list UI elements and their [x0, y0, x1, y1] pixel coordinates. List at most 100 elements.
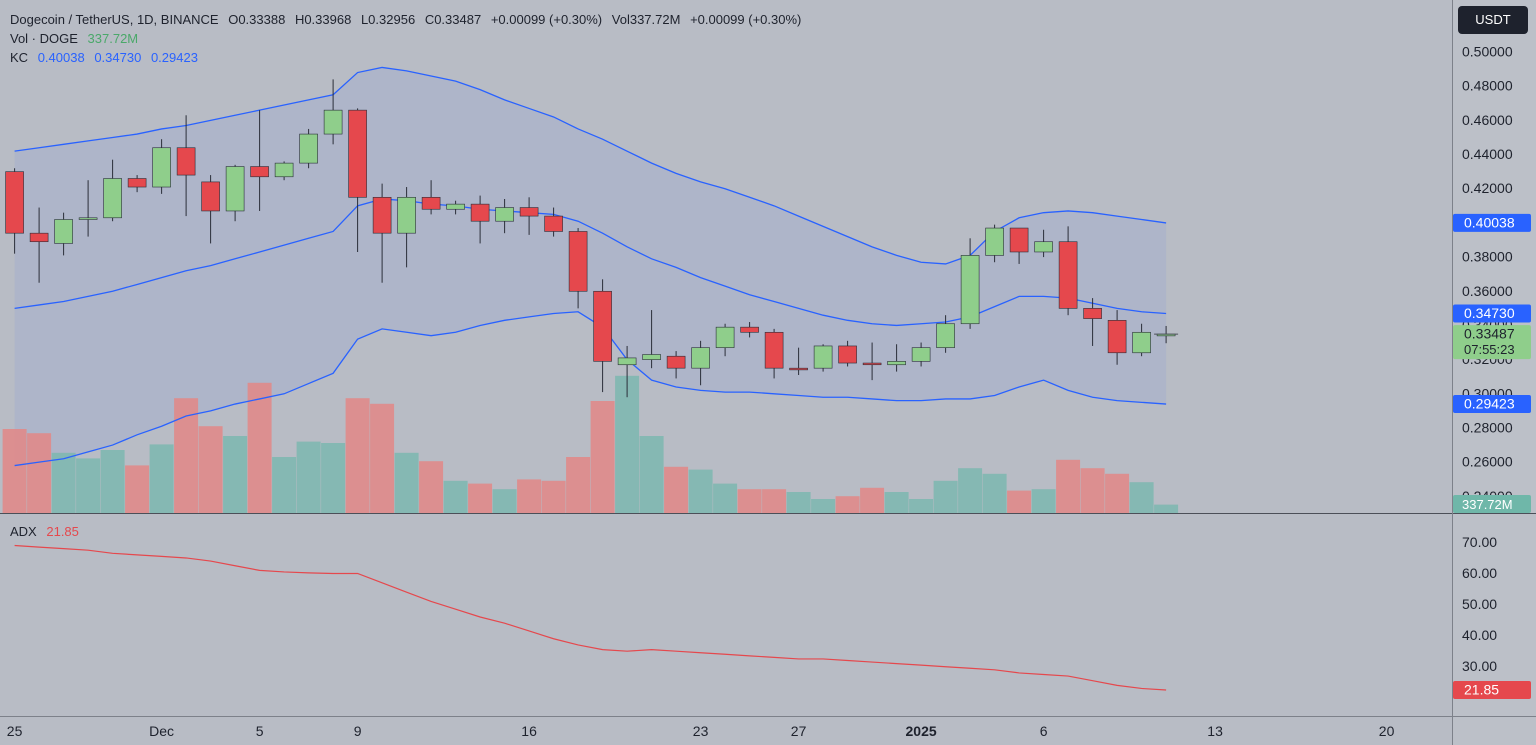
volume-bar	[590, 401, 615, 513]
candle	[617, 345, 637, 398]
candle	[225, 164, 245, 222]
volume-bar	[345, 398, 370, 513]
volume-bar	[149, 444, 174, 513]
volume-bar	[370, 403, 395, 513]
volume-bar	[419, 461, 444, 513]
volume-bar	[296, 441, 321, 513]
candle	[54, 212, 73, 256]
volume-bar	[909, 499, 934, 513]
volume-bar	[468, 483, 493, 513]
candle	[5, 168, 24, 254]
candle	[960, 238, 980, 329]
kc-lower-line	[14, 311, 1167, 467]
candle-body-up	[887, 361, 906, 366]
time-tick-label: 9	[354, 723, 362, 739]
volume-bar	[664, 466, 689, 513]
candle-body-up	[691, 347, 710, 369]
candle-body-down	[838, 345, 857, 364]
candle	[299, 128, 318, 169]
volume-legend[interactable]: Vol · DOGE 337.72M	[10, 31, 144, 46]
adx-tick-label: 50.00	[1462, 596, 1497, 612]
adx-value: 21.85	[46, 524, 79, 539]
candle	[470, 195, 490, 244]
time-tick-label: 25	[7, 723, 23, 739]
volume-change-value: +0.00099 (+0.30%)	[690, 12, 802, 27]
close-value: C0.33487	[424, 12, 482, 27]
volume-bar	[51, 452, 76, 513]
candle	[274, 161, 294, 181]
candle-body-down	[29, 232, 49, 243]
price-axis-background	[1452, 0, 1536, 745]
candle-body-down	[764, 331, 784, 369]
volume-bar	[1007, 490, 1032, 513]
candle	[323, 79, 343, 145]
ohlc-legend: Dogecoin / TetherUS, 1D, BINANCE O0.3338…	[10, 12, 807, 27]
candle	[789, 347, 808, 376]
volume-bar	[541, 480, 566, 513]
candle-body-down	[862, 362, 882, 366]
candle	[691, 340, 710, 386]
volume-bar	[394, 452, 419, 513]
price-tick-label: 0.44000	[1462, 146, 1513, 162]
candle-body-down	[568, 231, 588, 292]
candle-body-up	[1034, 241, 1053, 253]
volume-bar	[272, 457, 297, 513]
kc-channel-fill	[14, 67, 1167, 466]
candle	[936, 315, 955, 353]
time-tick-label: 5	[256, 723, 264, 739]
kc-middle-price-tag-bg	[1453, 304, 1531, 323]
candle-body-up	[617, 357, 637, 366]
candle	[103, 159, 122, 222]
candle-body-down	[1107, 320, 1127, 354]
price-tick-label: 0.38000	[1462, 249, 1513, 265]
candle-body-down	[250, 166, 269, 178]
candle	[250, 110, 269, 211]
candle	[642, 310, 661, 369]
volume-bar	[174, 398, 199, 513]
adx-tick-label: 70.00	[1462, 534, 1497, 550]
price-tick-label: 0.36000	[1462, 283, 1513, 299]
candle-body-down	[666, 355, 686, 369]
kc-lower-value: 0.29423	[150, 50, 198, 65]
volume-bar	[713, 483, 738, 513]
candle	[1009, 227, 1029, 264]
volume-bar	[835, 496, 860, 513]
kc-legend[interactable]: KC 0.40038 0.34730 0.29423	[10, 50, 204, 65]
volume-bar	[933, 480, 958, 513]
kc-label: KC	[10, 50, 29, 65]
time-tick-label: Dec	[149, 723, 174, 739]
candle-body-down	[1083, 308, 1102, 319]
candle-body-down	[470, 203, 490, 222]
volume-price-tag-bg	[1453, 495, 1531, 513]
change-value: +0.00099 (+0.30%)	[490, 12, 603, 27]
adx-line	[14, 544, 1167, 691]
volume-bar	[1031, 489, 1056, 513]
volume-bar	[688, 469, 713, 513]
candle	[176, 115, 196, 217]
currency-button[interactable]: USDT	[1458, 6, 1528, 34]
volume-bar	[982, 473, 1007, 513]
candle	[348, 108, 367, 252]
candle	[813, 344, 833, 372]
volume-bar	[27, 433, 52, 513]
time-tick-label: 23	[693, 723, 709, 739]
candle-body-down	[1009, 227, 1029, 253]
candle	[152, 139, 171, 194]
low-value: L0.32956	[360, 12, 416, 27]
candle-body-down	[176, 147, 196, 176]
candle-body-up	[446, 203, 465, 210]
volume-bar	[811, 499, 836, 513]
volume-bar	[639, 436, 664, 513]
volume-bar	[1129, 482, 1154, 513]
volume-bar	[1056, 459, 1081, 513]
candle-body-up	[323, 109, 343, 135]
kc-upper-price-tag-bg	[1453, 213, 1531, 232]
adx-legend[interactable]: ADX 21.85	[10, 524, 85, 539]
candle-body-down	[740, 326, 759, 333]
symbol-label[interactable]: Dogecoin / TetherUS, 1D, BINANCE	[10, 12, 219, 27]
high-value: H0.33968	[294, 12, 352, 27]
candle-body-down	[201, 181, 220, 212]
kc-upper-value: 0.40038	[37, 50, 85, 65]
candle	[666, 351, 686, 379]
